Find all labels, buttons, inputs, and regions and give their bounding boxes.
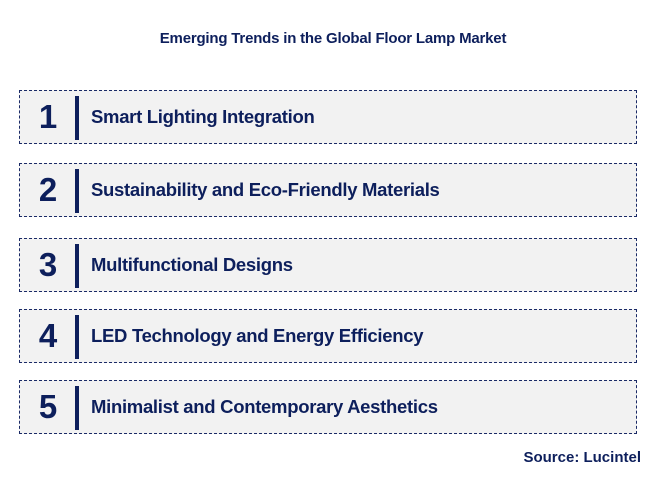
trend-number: 3 — [38, 246, 58, 283]
trend-item-5: 5 Minimalist and Contemporary Aesthetics — [19, 380, 637, 434]
divider-bar — [75, 96, 79, 140]
trend-number: 1 — [38, 98, 58, 135]
trend-label: Smart Lighting Integration — [91, 106, 315, 127]
diagram-title: Emerging Trends in the Global Floor Lamp… — [159, 30, 507, 47]
trend-item-2: 2 Sustainability and Eco-Friendly Materi… — [19, 163, 637, 217]
divider-bar — [75, 386, 79, 430]
trend-item-3: 3 Multifunctional Designs — [19, 238, 637, 292]
divider-bar — [75, 169, 79, 213]
divider-bar — [75, 244, 79, 288]
trend-number: 4 — [38, 317, 58, 354]
trend-label: Minimalist and Contemporary Aesthetics — [91, 396, 438, 417]
trend-label: LED Technology and Energy Efficiency — [91, 325, 424, 346]
source-caption: Source: Lucintel — [523, 449, 641, 466]
divider-bar — [75, 315, 79, 359]
trend-label: Multifunctional Designs — [91, 254, 293, 275]
trend-item-1: 1 Smart Lighting Integration — [19, 90, 637, 144]
trend-number: 5 — [38, 388, 58, 425]
trend-item-4: 4 LED Technology and Energy Efficiency — [19, 309, 637, 363]
trend-number: 2 — [38, 171, 58, 208]
trend-label: Sustainability and Eco-Friendly Material… — [91, 179, 440, 200]
